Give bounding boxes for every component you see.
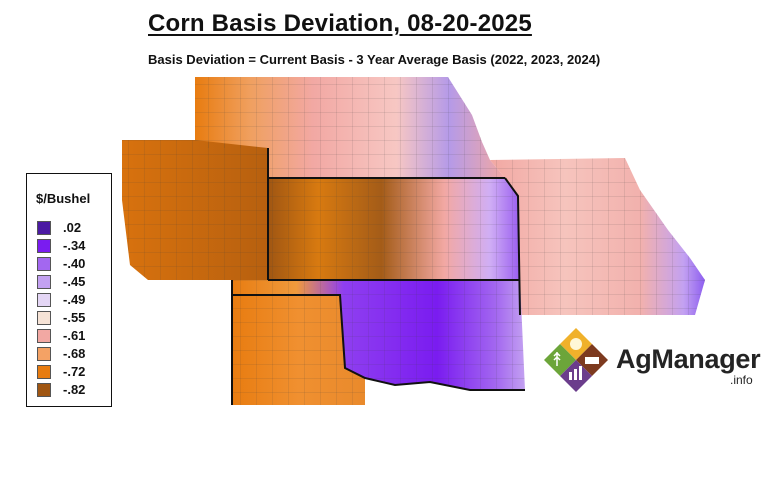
legend-item: -.82 (37, 382, 107, 397)
legend-swatch (37, 257, 51, 271)
legend-label: -.68 (63, 346, 86, 361)
legend-item: -.72 (37, 364, 107, 379)
logo-diamond-icon (544, 328, 608, 392)
legend-item: -.68 (37, 346, 107, 361)
legend-label: -.34 (63, 238, 86, 253)
legend-swatch (37, 275, 51, 289)
map-subtitle: Basis Deviation = Current Basis - 3 Year… (148, 52, 601, 67)
legend-swatch (37, 365, 51, 379)
legend-label: -.82 (63, 382, 86, 397)
map-title: Corn Basis Deviation, 08-20-2025 (148, 10, 532, 37)
legend: $/Bushel .02 -.34 -.40 -.45 -.49 -.55 -.… (26, 173, 112, 407)
legend-item: -.49 (37, 292, 107, 307)
legend-swatch (37, 239, 51, 253)
legend-swatch (37, 311, 51, 325)
legend-item: -.40 (37, 256, 107, 271)
legend-label: -.45 (63, 274, 86, 289)
logo-wordmark: AgManager (616, 344, 761, 374)
legend-swatch (37, 383, 51, 397)
legend-label: -.61 (63, 328, 86, 343)
logo-suffix: .info (730, 373, 753, 387)
legend-label: .02 (63, 220, 82, 235)
legend-item: -.61 (37, 328, 107, 343)
legend-item: -.45 (37, 274, 107, 289)
legend-item: -.34 (37, 238, 107, 253)
legend-label: -.40 (63, 256, 86, 271)
legend-label: -.55 (63, 310, 86, 325)
legend-item: .02 (37, 220, 107, 235)
legend-swatch (37, 347, 51, 361)
agmanager-logo: AgManager .info (540, 326, 765, 410)
legend-swatch (37, 329, 51, 343)
legend-swatch (37, 293, 51, 307)
legend-label: -.49 (63, 292, 86, 307)
legend-swatch (37, 221, 51, 235)
legend-label: -.72 (63, 364, 86, 379)
legend-title: $/Bushel (36, 191, 91, 206)
legend-item: -.55 (37, 310, 107, 325)
